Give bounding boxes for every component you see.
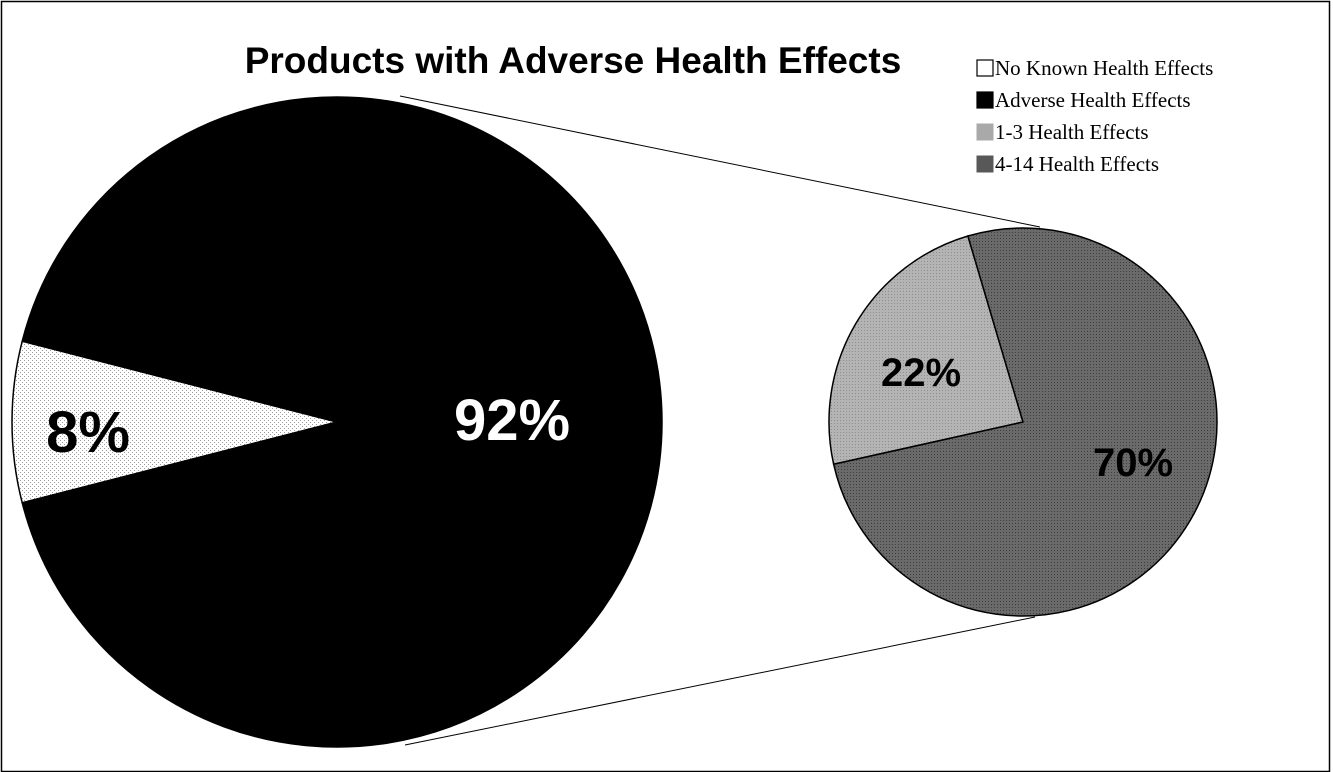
data-label-1-3-health-effects: 22% <box>881 351 961 395</box>
legend-swatch-no-known <box>976 59 994 77</box>
connector-line-bottom <box>404 616 1036 746</box>
breakout-pie: 22% 70% <box>828 227 1218 617</box>
legend-swatch-adverse <box>976 91 994 109</box>
main-pie: 8% 92% <box>11 96 663 748</box>
pie-slice-adverse-health-effects <box>21 96 663 748</box>
pie-slice-1-3-health-effects <box>828 235 1024 466</box>
pie-slice-no-known-health-effects <box>11 340 338 504</box>
connector-line-top <box>399 95 1041 228</box>
chart-title: Products with Adverse Health Effects <box>245 40 902 81</box>
legend-item-adverse-health-effects: Adverse Health Effects <box>976 88 1191 112</box>
legend-label-4-14: 4-14 Health Effects <box>995 152 1159 176</box>
legend: No Known Health Effects Adverse Health E… <box>976 56 1213 176</box>
data-label-adverse-health-effects: 92% <box>454 388 570 453</box>
legend-item-1-3-health-effects: 1-3 Health Effects <box>976 120 1149 144</box>
legend-item-4-14-health-effects: 4-14 Health Effects <box>976 152 1159 176</box>
pie-slice-4-14-health-effects <box>832 227 1218 617</box>
legend-swatch-1-3 <box>976 123 994 141</box>
legend-label-adverse: Adverse Health Effects <box>995 88 1191 112</box>
legend-label-1-3: 1-3 Health Effects <box>995 120 1149 144</box>
legend-item-no-known-health-effects: No Known Health Effects <box>976 56 1213 80</box>
legend-label-no-known: No Known Health Effects <box>995 56 1213 80</box>
data-label-no-known-health-effects: 8% <box>46 400 130 465</box>
legend-swatch-4-14 <box>976 155 994 173</box>
data-label-4-14-health-effects: 70% <box>1093 441 1173 485</box>
